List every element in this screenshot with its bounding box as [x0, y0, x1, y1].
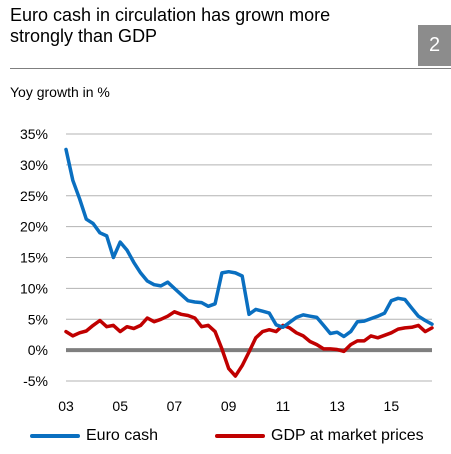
y-tick-label: 20%: [20, 219, 48, 235]
gridlines: [66, 133, 432, 382]
x-tick-label: 15: [384, 398, 400, 414]
y-tick-label: 10%: [20, 280, 48, 296]
series-lines: [64, 147, 434, 378]
x-tick-label: 11: [276, 398, 291, 414]
series-line-euro-cash: [64, 147, 434, 339]
y-tick-label: 0%: [28, 342, 48, 358]
legend-swatch-euro-cash: [30, 434, 80, 438]
figure-number-badge: 2: [418, 25, 451, 66]
x-tick-label: 05: [112, 398, 128, 414]
legend-label-gdp: GDP at market prices: [271, 427, 424, 444]
x-tick-label: 13: [329, 398, 345, 414]
x-axis-tick-labels: 03 05 07 09 11 13 15: [58, 398, 399, 414]
series-line-gdp: [64, 310, 434, 378]
x-tick-label: 03: [58, 398, 74, 414]
x-tick-label: 09: [221, 398, 237, 414]
y-tick-label: 30%: [20, 157, 48, 173]
legend-item-euro-cash: Euro cash: [30, 427, 158, 445]
y-tick-label: 15%: [20, 250, 48, 266]
legend-label-euro-cash: Euro cash: [86, 427, 159, 444]
y-tick-label: 25%: [20, 188, 48, 204]
x-tick-label: 07: [167, 398, 183, 414]
title-divider: [10, 68, 451, 69]
y-axis-tick-labels: 35% 30% 25% 20% 15% 10% 5% 0% -5%: [20, 126, 48, 389]
y-tick-label: 35%: [20, 126, 48, 142]
line-chart: 35% 30% 25% 20% 15% 10% 5% 0% -5% 03 05 07 09 11 13 15: [20, 126, 434, 414]
legend-item-gdp: GDP at market prices: [215, 427, 424, 445]
y-tick-label: 5%: [28, 311, 48, 327]
chart-subtitle: Yoy growth in %: [10, 84, 110, 100]
legend-swatch-gdp: [215, 434, 265, 438]
chart-title: Euro cash in circulation has grown more …: [10, 5, 331, 46]
y-tick-label: -5%: [23, 373, 48, 389]
